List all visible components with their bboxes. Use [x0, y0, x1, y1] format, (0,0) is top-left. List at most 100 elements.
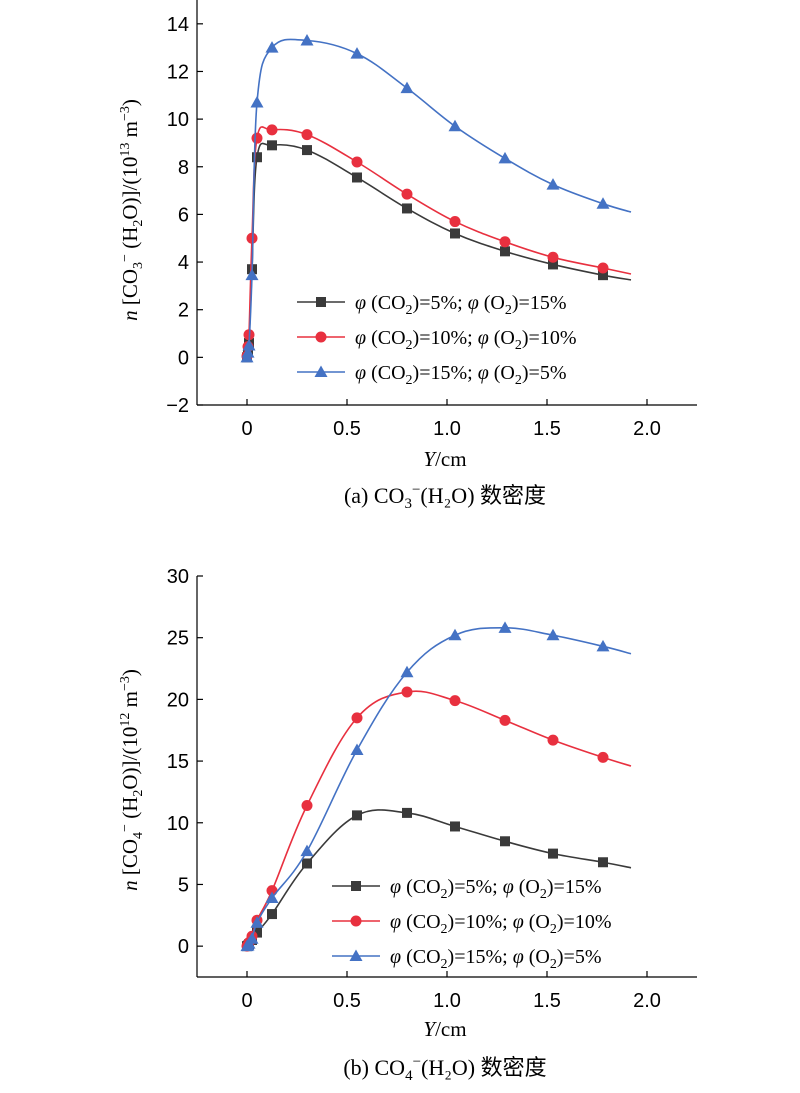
y-axis-label-sub: 4 — [131, 832, 146, 839]
y-axis-label-run: [CO — [118, 269, 142, 310]
legend-run: (CO — [366, 327, 405, 349]
legend-run: )=5% — [557, 946, 602, 968]
y-tick-label: 12 — [167, 61, 189, 83]
legend-marker — [315, 331, 327, 343]
caption-run: (b) CO — [343, 1055, 405, 1080]
legend-run: )=5% — [522, 362, 567, 384]
legend-item: φ (CO2)=10%; φ (O2)=10% — [332, 911, 611, 937]
legend-item: φ (CO2)=5%; φ (O2)=15% — [297, 292, 566, 318]
legend-sub: 2 — [406, 338, 413, 353]
x-tick-label: 0.5 — [333, 418, 361, 440]
data-point — [252, 927, 262, 938]
data-point — [448, 628, 462, 641]
legend-phi: φ — [513, 946, 524, 968]
legend-run: )=10% — [522, 327, 577, 349]
legend-run: (CO — [366, 362, 405, 384]
x-axis-label: Y/cm — [423, 1017, 466, 1041]
legend-sub: 2 — [515, 338, 522, 353]
data-point — [266, 124, 278, 136]
series-line — [246, 126, 632, 357]
caption-run: (a) CO — [344, 483, 404, 508]
legend-run: (O — [524, 946, 550, 968]
legend-phi: φ — [355, 362, 366, 384]
y-tick-label: 10 — [167, 109, 189, 131]
legend-run: )=15%; — [448, 946, 513, 968]
y-axis-label-run: n — [118, 880, 142, 891]
x-tick-label: 2.0 — [633, 990, 661, 1012]
data-point — [265, 41, 279, 53]
legend-label: φ (CO2)=15%; φ (O2)=5% — [390, 946, 601, 972]
data-point — [401, 188, 413, 200]
caption-sup: − — [413, 1054, 421, 1070]
data-point — [548, 259, 558, 270]
y-axis-label-run: m — [118, 121, 142, 143]
data-point — [596, 639, 610, 652]
data-point — [245, 268, 259, 281]
y-axis-label-sub: 2 — [131, 220, 146, 227]
data-point — [596, 197, 610, 209]
data-point — [267, 909, 277, 920]
legend-sub: 2 — [441, 887, 448, 902]
legend-marker — [351, 881, 361, 891]
x-tick-label: 1.0 — [433, 418, 461, 440]
data-point — [597, 751, 609, 763]
x-tick-label: 1.5 — [533, 418, 561, 440]
data-point — [546, 178, 560, 190]
legend-run: )=5%; — [448, 876, 503, 898]
y-axis-label-sub: 3 — [131, 262, 146, 269]
legend-run: (O — [524, 911, 550, 933]
legend-sub: 2 — [550, 922, 557, 937]
legend-sub: 2 — [505, 303, 512, 318]
data-point — [499, 236, 511, 248]
legend-phi: φ — [390, 876, 401, 898]
caption-sub: 4 — [405, 1068, 413, 1084]
y-tick-label: 5 — [178, 874, 189, 896]
legend: φ (CO2)=5%; φ (O2)=15%φ (CO2)=10%; φ (O2… — [332, 876, 611, 972]
data-point — [500, 836, 510, 847]
legend-run: )=10% — [557, 911, 612, 933]
data-point — [246, 232, 258, 244]
legend-run: (O — [514, 876, 540, 898]
legend-sub: 2 — [540, 887, 547, 902]
legend-phi: φ — [478, 327, 489, 349]
caption-run: (H₂O) 数密度 — [420, 483, 546, 508]
legend-phi: φ — [503, 876, 514, 898]
y-tick-label: 2 — [178, 300, 189, 322]
legend-run: )=15% — [547, 876, 602, 898]
series-triangle — [240, 621, 632, 952]
x-tick-label: 0 — [241, 990, 252, 1012]
data-point — [598, 270, 608, 281]
y-axis-label-run: O)]/(10 — [118, 727, 142, 790]
legend-run: (CO — [401, 876, 440, 898]
legend-phi: φ — [355, 327, 366, 349]
data-point — [597, 262, 609, 274]
data-point — [250, 916, 264, 928]
y-axis-label-run: ) — [118, 669, 142, 676]
legend-phi: φ — [468, 292, 479, 314]
chart-caption: (a) CO3−(H₂O) 数密度 — [344, 482, 546, 512]
data-point — [350, 47, 364, 59]
x-axis-label-var: Y — [423, 447, 437, 471]
legend-sub: 2 — [441, 922, 448, 937]
data-point — [350, 743, 364, 755]
data-point — [267, 140, 277, 151]
series-triangle — [240, 34, 632, 363]
legend-marker — [350, 915, 362, 927]
legend-sub: 2 — [441, 957, 448, 972]
legend-run: )=15% — [512, 292, 567, 314]
y-tick-label: 14 — [167, 14, 189, 36]
legend-item: φ (CO2)=5%; φ (O2)=15% — [332, 876, 601, 902]
legend-label: φ (CO2)=10%; φ (O2)=10% — [390, 911, 611, 937]
y-tick-label: 20 — [167, 689, 189, 711]
y-axis-label-sup: − — [118, 824, 133, 832]
data-point — [300, 34, 314, 46]
data-point — [547, 734, 559, 746]
y-axis-label-sup: −3 — [118, 676, 133, 691]
legend-item: φ (CO2)=10%; φ (O2)=10% — [297, 327, 576, 353]
y-tick-label: 4 — [178, 252, 189, 274]
legend-run: (CO — [366, 292, 405, 314]
data-point — [351, 156, 363, 168]
x-axis-label-unit: /cm — [435, 1017, 467, 1041]
